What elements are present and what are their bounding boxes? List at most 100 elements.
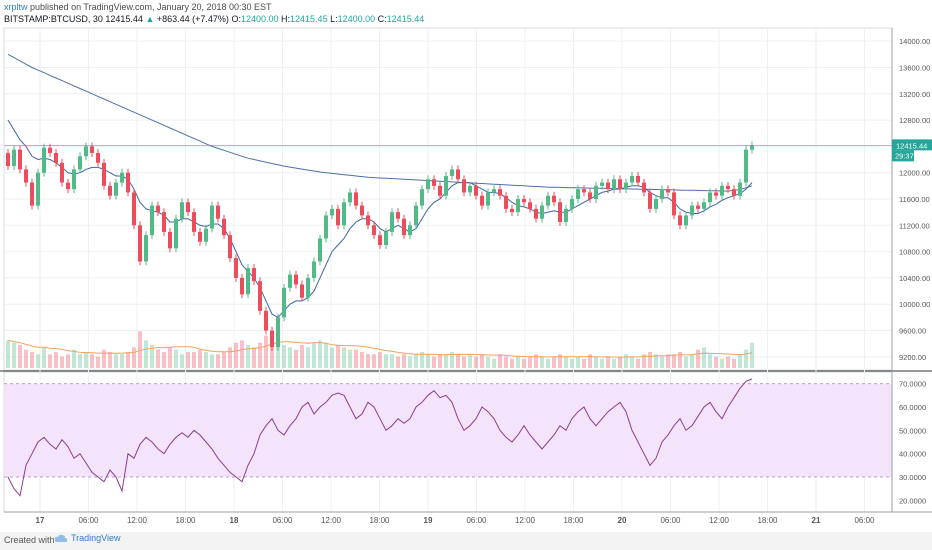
candle-body <box>72 169 76 190</box>
volume-bar <box>366 354 370 368</box>
tradingview-brand[interactable]: TradingView <box>54 533 121 543</box>
volume-bar <box>384 354 388 368</box>
volume-bar <box>642 354 646 368</box>
candle-body <box>534 208 538 219</box>
candle-body <box>666 189 670 193</box>
candle-body <box>696 205 700 209</box>
volume-bar <box>264 335 268 368</box>
volume-bar <box>24 349 28 368</box>
candle-body <box>30 182 34 206</box>
candle-body <box>258 281 262 311</box>
candle-body <box>330 208 334 216</box>
volume-bar <box>78 354 82 368</box>
candle-body <box>600 182 604 186</box>
volume-bar <box>474 356 478 368</box>
author-link[interactable]: xrpltw <box>4 2 28 12</box>
volume-bar <box>138 331 142 368</box>
ohlc-high-label: H: <box>281 14 291 24</box>
price-chart[interactable]: 17 06:00 12:00 18:00 18 06:00 12:00 18:00 19 06:0… <box>0 0 932 532</box>
volume-bar <box>534 354 538 368</box>
ohlc-low-value: 12400.00 <box>337 14 376 24</box>
candle-body <box>132 192 136 226</box>
volume-bar <box>654 354 658 368</box>
candle-body <box>654 199 658 209</box>
volume-bar <box>552 356 556 368</box>
volume-bar <box>300 345 304 368</box>
candle-body <box>336 208 340 226</box>
candle-body <box>168 231 172 249</box>
candle-body <box>660 189 664 199</box>
ohlc-open-label: O: <box>231 14 241 24</box>
volume-bar <box>726 356 730 368</box>
candle-body <box>552 195 556 203</box>
last-price-tag <box>892 139 932 151</box>
volume-bar <box>594 356 598 368</box>
candle-body <box>732 189 736 196</box>
candle-body <box>186 202 190 213</box>
volume-bar <box>738 354 742 368</box>
volume-bar <box>204 351 208 368</box>
volume-bar <box>444 354 448 368</box>
x-tick-label: 18 <box>230 516 239 525</box>
candle-body <box>354 192 358 206</box>
x-tick-label: 20 <box>618 516 627 525</box>
volume-bar <box>156 349 160 368</box>
candle-body <box>18 149 22 170</box>
volume-bar <box>492 358 496 368</box>
volume-bar <box>504 356 508 368</box>
candle-body <box>528 202 532 209</box>
volume-bar <box>48 354 52 368</box>
ohlc-high-value: 12415.45 <box>290 14 328 24</box>
candle-body <box>300 284 304 298</box>
candle-body <box>90 146 94 153</box>
candle-body <box>114 182 118 196</box>
price-tick-label: 10800.00 <box>899 248 930 257</box>
volume-bar <box>750 342 754 368</box>
rsi-band <box>4 383 892 477</box>
candle-body <box>126 172 130 193</box>
volume-bar <box>18 345 22 368</box>
volume-bar <box>564 356 568 368</box>
candle-body <box>714 192 718 196</box>
volume-bar <box>522 358 526 368</box>
candle-body <box>276 317 280 347</box>
x-tick-label: 12:00 <box>127 516 148 525</box>
x-tick-label: 18:00 <box>369 516 390 525</box>
rsi-tick-label: 30.0000 <box>899 473 926 482</box>
candle-body <box>120 172 124 183</box>
x-tick-label: 18:00 <box>757 516 778 525</box>
volume-bar <box>576 356 580 368</box>
volume-bar <box>690 354 694 368</box>
candle-body <box>288 274 292 288</box>
candle-body <box>6 152 10 167</box>
volume-bar <box>240 340 244 368</box>
rsi-tick-label: 20.0000 <box>899 496 926 505</box>
volume-bar <box>312 342 316 368</box>
volume-bar <box>324 342 328 368</box>
change-value: +863.44 (+7.47%) <box>156 14 229 24</box>
price-tick-label: 11600.00 <box>899 195 930 204</box>
candle-body <box>66 182 70 190</box>
price-tick-label: 10000.00 <box>899 300 930 309</box>
volume-bar <box>678 351 682 368</box>
candle-body <box>738 182 742 196</box>
volume-bar <box>174 349 178 368</box>
volume-bar <box>708 354 712 368</box>
candle-body <box>444 175 448 196</box>
volume-bar <box>216 354 220 368</box>
candle-body <box>702 202 706 209</box>
rsi-line <box>7 378 753 497</box>
volume-bar <box>486 356 490 368</box>
candle-body <box>408 225 412 236</box>
candle-body <box>606 182 610 190</box>
volume-bar <box>132 347 136 368</box>
volume-bar <box>402 354 406 368</box>
rsi-tick-label: 70.0000 <box>899 380 926 389</box>
candle-body <box>270 330 274 347</box>
publish-line: xrpltw published on TradingView.com, Jan… <box>4 2 272 12</box>
candle-body <box>48 147 52 153</box>
volume-bar <box>306 347 310 368</box>
candle-body <box>510 208 514 213</box>
x-tick-label: 06:00 <box>466 516 487 525</box>
volume-bar <box>318 340 322 368</box>
